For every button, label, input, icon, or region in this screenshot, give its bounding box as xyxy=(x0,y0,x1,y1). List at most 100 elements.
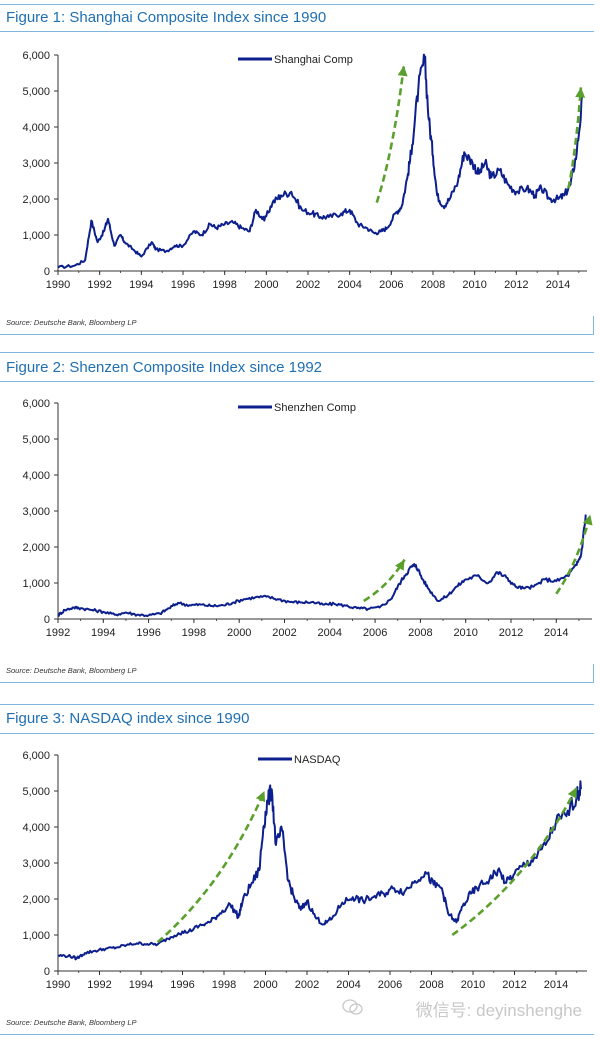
figure-2-panel: Figure 2: Shenzen Composite Index since … xyxy=(0,348,600,688)
x-tick-label: 1992 xyxy=(46,627,70,639)
figure-2-title-rule xyxy=(0,381,594,382)
x-tick-label: 2014 xyxy=(544,979,568,991)
figure-3-top-rule xyxy=(0,704,594,705)
y-tick-label: 4,000 xyxy=(22,122,50,134)
x-tick-label: 2002 xyxy=(296,279,320,291)
series-line-shenzhen-comp xyxy=(57,514,587,618)
x-tick-label: 2008 xyxy=(419,979,443,991)
figure-1-right-rule xyxy=(593,316,594,334)
x-tick-label: 2012 xyxy=(499,627,523,639)
y-tick-label: 4,000 xyxy=(22,470,50,482)
figure-2-source: Source: Deutsche Bank, Bloomberg LP xyxy=(6,666,137,675)
x-tick-label: 2006 xyxy=(379,279,403,291)
legend-label: NASDAQ xyxy=(294,754,341,766)
x-tick-label: 1994 xyxy=(91,627,115,639)
x-tick-label: 1996 xyxy=(170,979,194,991)
y-tick-label: 0 xyxy=(44,614,50,626)
trend-arrow-2 xyxy=(451,786,578,937)
x-tick-label: 2000 xyxy=(254,279,278,291)
trend-arrow-1 xyxy=(375,65,406,203)
trend-arrowhead-1 xyxy=(397,65,408,77)
y-tick-label: 3,000 xyxy=(22,158,50,170)
x-tick-label: 2010 xyxy=(461,979,485,991)
trend-arrow-1 xyxy=(363,558,406,603)
y-tick-label: 6,000 xyxy=(22,398,50,410)
x-tick-label: 2014 xyxy=(544,627,568,639)
x-tick-label: 1990 xyxy=(46,979,70,991)
figure-2-bottom-rule xyxy=(0,682,594,683)
x-tick-label: 2000 xyxy=(253,979,277,991)
x-tick-label: 2008 xyxy=(421,279,445,291)
figure-3-title: Figure 3: NASDAQ index since 1990 xyxy=(6,710,250,727)
y-tick-label: 5,000 xyxy=(22,86,50,98)
x-tick-label: 1994 xyxy=(129,279,153,291)
x-tick-label: 2010 xyxy=(462,279,486,291)
x-tick-label: 2012 xyxy=(504,279,528,291)
y-tick-label: 3,000 xyxy=(22,858,50,870)
x-tick-label: 1996 xyxy=(171,279,195,291)
x-tick-label: 1998 xyxy=(212,979,236,991)
x-tick-label: 2006 xyxy=(363,627,387,639)
trend-arrowhead-1 xyxy=(255,791,266,803)
figure-1-title-rule xyxy=(0,31,594,32)
figure-1-title: Figure 1: Shanghai Composite Index since… xyxy=(6,9,327,26)
y-tick-label: 2,000 xyxy=(22,194,50,206)
x-tick-label: 2004 xyxy=(337,279,361,291)
watermark: 微信号: deyinshenghe xyxy=(415,1001,582,1020)
x-tick-label: 1996 xyxy=(136,627,160,639)
x-tick-label: 1990 xyxy=(46,279,70,291)
trend-arrowhead-2 xyxy=(575,87,586,98)
y-tick-label: 5,000 xyxy=(22,786,50,798)
y-tick-label: 2,000 xyxy=(22,894,50,906)
x-tick-label: 1994 xyxy=(129,979,153,991)
figure-3-source: Source: Deutsche Bank, Bloomberg LP xyxy=(6,1018,137,1027)
x-tick-label: 2004 xyxy=(336,979,360,991)
x-tick-label: 1992 xyxy=(87,279,111,291)
legend-label: Shanghai Comp xyxy=(274,54,353,66)
x-tick-label: 2008 xyxy=(408,627,432,639)
legend-label: Shenzhen Comp xyxy=(274,402,356,414)
figure-3-bottom-rule xyxy=(0,1034,594,1035)
figure-1-bottom-rule xyxy=(0,334,594,335)
y-tick-label: 6,000 xyxy=(22,50,50,62)
y-tick-label: 0 xyxy=(44,266,50,278)
figure-1-top-rule xyxy=(0,4,594,5)
y-tick-label: 1,000 xyxy=(22,578,50,590)
y-tick-label: 2,000 xyxy=(22,542,50,554)
y-tick-label: 3,000 xyxy=(22,506,50,518)
x-tick-label: 2002 xyxy=(295,979,319,991)
trend-arrow-2 xyxy=(567,87,583,189)
trend-arrow-2 xyxy=(555,514,592,595)
x-tick-label: 1992 xyxy=(87,979,111,991)
y-tick-label: 0 xyxy=(44,966,50,978)
y-tick-label: 1,000 xyxy=(22,230,50,242)
figure-3-title-rule xyxy=(0,733,594,734)
x-tick-label: 2004 xyxy=(318,627,342,639)
trend-arrowhead-2 xyxy=(567,787,577,799)
x-tick-label: 1998 xyxy=(212,279,236,291)
y-tick-label: 1,000 xyxy=(22,930,50,942)
x-tick-label: 2000 xyxy=(227,627,251,639)
series-line-nasdaq xyxy=(57,780,582,961)
x-tick-label: 2006 xyxy=(378,979,402,991)
x-tick-label: 2002 xyxy=(272,627,296,639)
x-tick-label: 2012 xyxy=(502,979,526,991)
figure-3-panel: Figure 3: NASDAQ index since 1990 6,000 5… xyxy=(0,700,600,1040)
figure-2-top-rule xyxy=(0,352,594,353)
y-tick-label: 6,000 xyxy=(22,750,50,762)
figure-2-right-rule xyxy=(593,664,594,682)
trend-arrowhead-2 xyxy=(582,514,593,526)
series-line-shanghai-comp xyxy=(57,53,584,269)
trend-arrow-1 xyxy=(156,790,266,944)
figure-2-title: Figure 2: Shenzen Composite Index since … xyxy=(6,359,323,376)
x-tick-label: 2014 xyxy=(546,279,570,291)
trend-arrowhead-1 xyxy=(395,559,405,571)
x-tick-label: 2010 xyxy=(453,627,477,639)
wechat-icon xyxy=(342,999,363,1015)
x-tick-label: 1998 xyxy=(182,627,206,639)
y-tick-label: 4,000 xyxy=(22,822,50,834)
y-tick-label: 5,000 xyxy=(22,434,50,446)
